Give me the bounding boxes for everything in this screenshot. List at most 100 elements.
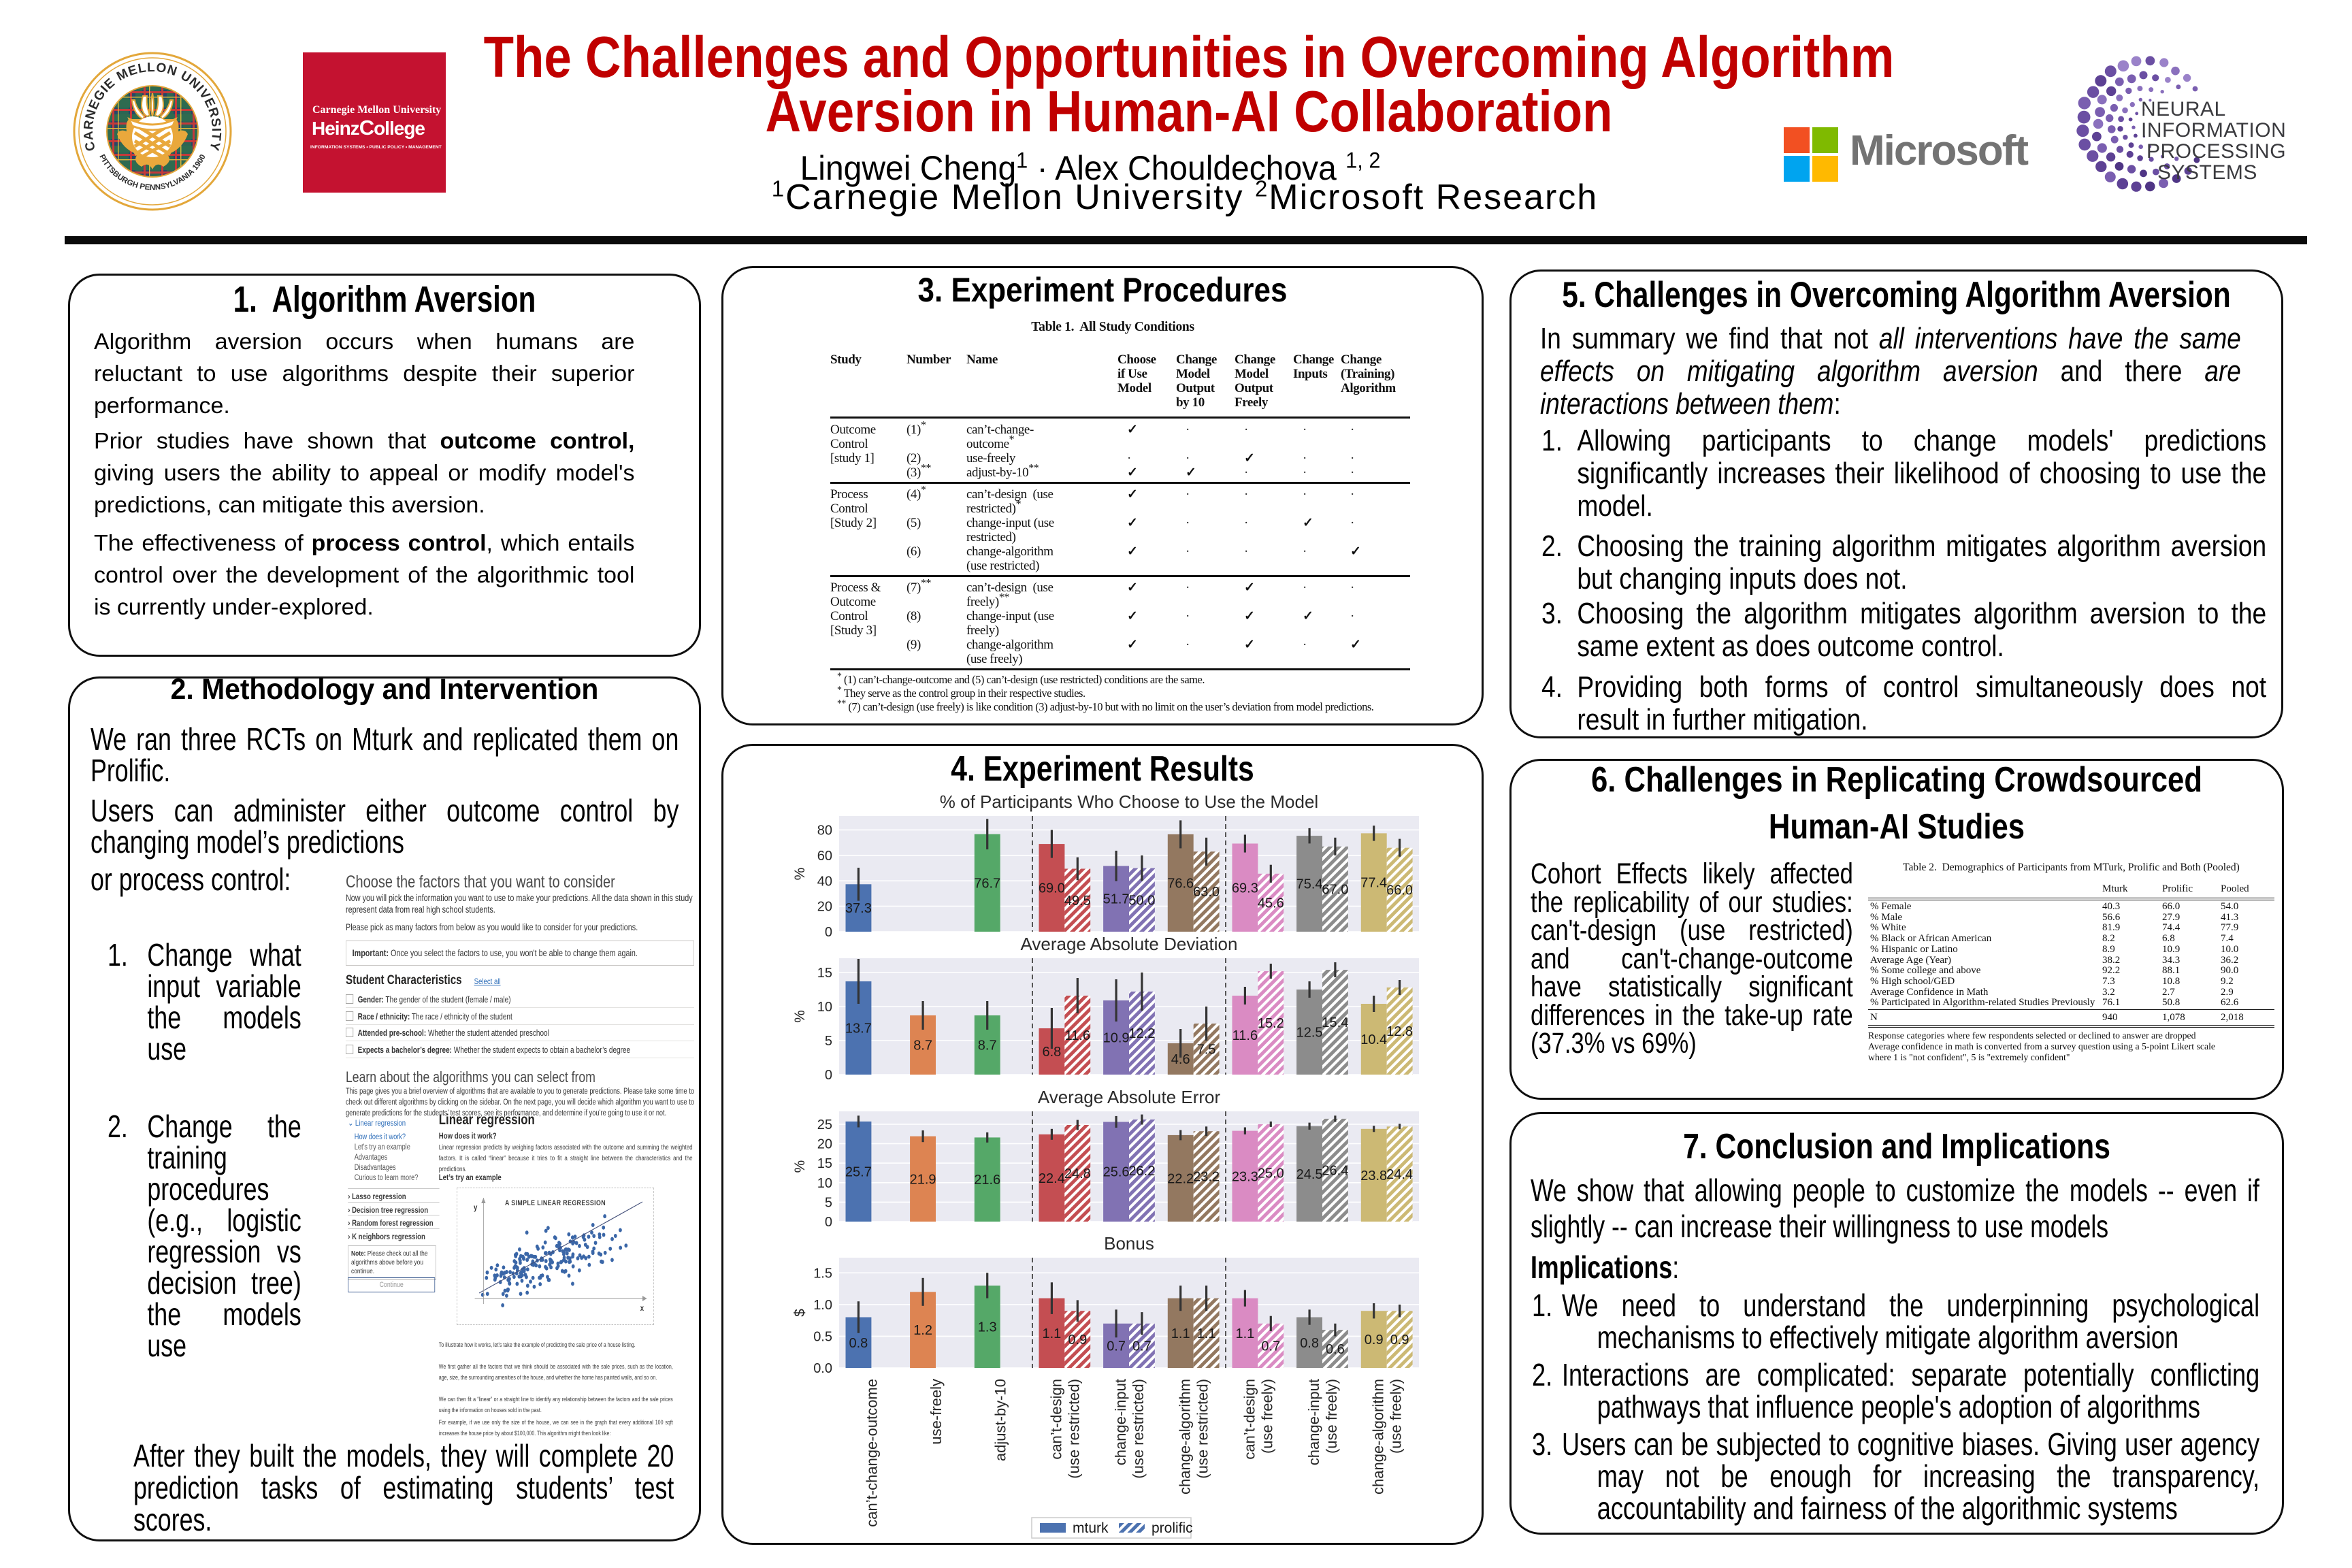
svg-text:%: % xyxy=(792,1160,808,1173)
svg-text:(use restricted): (use restricted) xyxy=(1065,1379,1082,1479)
svg-text:76.7: 76.7 xyxy=(974,876,1000,891)
svg-text:63.0: 63.0 xyxy=(1193,885,1220,900)
svg-text:0.9: 0.9 xyxy=(1365,1333,1384,1348)
svg-text:0.5: 0.5 xyxy=(813,1329,832,1344)
svg-text:40: 40 xyxy=(817,874,832,889)
svg-text:0: 0 xyxy=(825,1068,832,1083)
svg-text:21.9: 21.9 xyxy=(910,1172,936,1187)
svg-text:15.2: 15.2 xyxy=(1258,1016,1284,1031)
svg-text:(use freely): (use freely) xyxy=(1388,1379,1405,1454)
svg-text:20: 20 xyxy=(817,900,832,915)
svg-text:26.4: 26.4 xyxy=(1322,1163,1348,1178)
svg-text:(use restricted): (use restricted) xyxy=(1194,1379,1211,1479)
svg-text:22.2: 22.2 xyxy=(1167,1172,1194,1187)
svg-text:75.4: 75.4 xyxy=(1296,877,1323,892)
svg-text:37.3: 37.3 xyxy=(845,901,872,916)
svg-text:(use restricted): (use restricted) xyxy=(1130,1379,1147,1479)
svg-text:PROCESSING: PROCESSING xyxy=(2146,140,2286,163)
svg-text:Average Absolute Deviation: Average Absolute Deviation xyxy=(1021,934,1238,954)
svg-text:Average Absolute Error: Average Absolute Error xyxy=(1038,1087,1221,1107)
svg-text:5: 5 xyxy=(825,1195,832,1210)
svg-text:8.7: 8.7 xyxy=(978,1039,997,1054)
svg-text:1.0: 1.0 xyxy=(813,1298,832,1313)
svg-text:23.8: 23.8 xyxy=(1360,1169,1387,1183)
svg-text:change-input: change-input xyxy=(1112,1379,1129,1465)
svg-text:49.5: 49.5 xyxy=(1064,894,1091,909)
svg-text:0: 0 xyxy=(825,1215,832,1230)
svg-text:can’t-change-outcome: can’t-change-outcome xyxy=(863,1379,880,1527)
svg-text:22.4: 22.4 xyxy=(1039,1171,1065,1186)
svg-text:0.9: 0.9 xyxy=(1068,1333,1087,1348)
svg-text:SYSTEMS: SYSTEMS xyxy=(2157,161,2257,184)
svg-text:5: 5 xyxy=(825,1034,832,1049)
svg-text:12.5: 12.5 xyxy=(1296,1026,1323,1041)
svg-text:can’t-design: can’t-design xyxy=(1047,1379,1064,1460)
svg-text:25: 25 xyxy=(817,1117,832,1132)
svg-text:6.8: 6.8 xyxy=(1042,1045,1061,1060)
svg-text:$: $ xyxy=(792,1309,808,1317)
svg-text:1.3: 1.3 xyxy=(978,1320,997,1335)
svg-text:4.6: 4.6 xyxy=(1171,1052,1190,1067)
svg-text:45.6: 45.6 xyxy=(1258,896,1284,911)
svg-text:%: % xyxy=(792,868,808,881)
svg-text:0.7: 0.7 xyxy=(1132,1339,1152,1354)
svg-text:1.1: 1.1 xyxy=(1235,1326,1254,1341)
svg-text:15.4: 15.4 xyxy=(1322,1015,1348,1030)
svg-text:y: y xyxy=(474,1203,477,1212)
svg-text:8.7: 8.7 xyxy=(913,1039,932,1054)
svg-text:13.7: 13.7 xyxy=(845,1022,872,1036)
svg-text:80: 80 xyxy=(817,823,832,838)
svg-text:INFORMATION: INFORMATION xyxy=(2141,119,2286,142)
svg-text:1.1: 1.1 xyxy=(1042,1326,1061,1341)
svg-text:77.4: 77.4 xyxy=(1360,876,1387,891)
svg-text:0.6: 0.6 xyxy=(1326,1342,1345,1357)
svg-text:67.0: 67.0 xyxy=(1322,882,1348,897)
svg-text:69.3: 69.3 xyxy=(1232,881,1258,896)
svg-text:50.0: 50.0 xyxy=(1128,893,1155,908)
svg-text:can’t-design: can’t-design xyxy=(1241,1379,1258,1460)
svg-text:25.0: 25.0 xyxy=(1258,1166,1284,1181)
svg-text:76.6: 76.6 xyxy=(1167,877,1194,892)
svg-text:25.7: 25.7 xyxy=(845,1164,872,1179)
svg-text:51.7: 51.7 xyxy=(1103,892,1130,907)
svg-text:15: 15 xyxy=(817,966,832,981)
svg-text:0.7: 0.7 xyxy=(1261,1339,1280,1354)
svg-text:use-freely: use-freely xyxy=(928,1379,945,1445)
svg-text:(use freely): (use freely) xyxy=(1258,1379,1275,1454)
svg-text:69.0: 69.0 xyxy=(1039,881,1065,896)
svg-text:1.5: 1.5 xyxy=(813,1266,832,1281)
svg-text:%: % xyxy=(792,1010,808,1023)
svg-text:mturk: mturk xyxy=(1073,1520,1109,1536)
svg-text:10.9: 10.9 xyxy=(1103,1031,1130,1046)
svg-text:0.9: 0.9 xyxy=(1390,1333,1409,1348)
svg-text:x: x xyxy=(640,1304,644,1313)
svg-text:0.0: 0.0 xyxy=(813,1361,832,1376)
svg-text:1.1: 1.1 xyxy=(1171,1326,1190,1341)
svg-text:10: 10 xyxy=(817,1000,832,1015)
svg-text:11.6: 11.6 xyxy=(1065,1028,1090,1043)
svg-text:25.6: 25.6 xyxy=(1103,1165,1130,1180)
svg-text:12.8: 12.8 xyxy=(1386,1024,1413,1039)
svg-text:60: 60 xyxy=(817,849,832,864)
svg-text:0.8: 0.8 xyxy=(1300,1336,1319,1351)
svg-text:adjust-by-10: adjust-by-10 xyxy=(992,1379,1009,1461)
svg-text:66.0: 66.0 xyxy=(1386,883,1413,898)
svg-text:12.2: 12.2 xyxy=(1128,1026,1155,1041)
svg-text:23.3: 23.3 xyxy=(1232,1169,1258,1184)
svg-text:23.2: 23.2 xyxy=(1193,1170,1220,1185)
svg-text:20: 20 xyxy=(817,1137,832,1152)
svg-text:1.1: 1.1 xyxy=(1197,1326,1216,1341)
svg-text:% of Participants Who Choose t: % of Participants Who Choose to Use the … xyxy=(940,791,1318,812)
svg-text:1.2: 1.2 xyxy=(913,1323,932,1338)
svg-text:(use freely): (use freely) xyxy=(1323,1379,1340,1454)
svg-text:change-algorithm: change-algorithm xyxy=(1177,1379,1194,1494)
svg-text:7.5: 7.5 xyxy=(1197,1043,1216,1058)
svg-text:26.2: 26.2 xyxy=(1128,1164,1155,1179)
svg-text:change-algorithm: change-algorithm xyxy=(1370,1379,1387,1494)
svg-text:0.7: 0.7 xyxy=(1107,1339,1126,1354)
svg-text:10: 10 xyxy=(817,1176,832,1191)
svg-text:24.4: 24.4 xyxy=(1386,1167,1413,1182)
svg-text:prolific: prolific xyxy=(1152,1520,1193,1536)
svg-text:10.4: 10.4 xyxy=(1360,1032,1387,1047)
svg-text:24.5: 24.5 xyxy=(1296,1167,1323,1182)
